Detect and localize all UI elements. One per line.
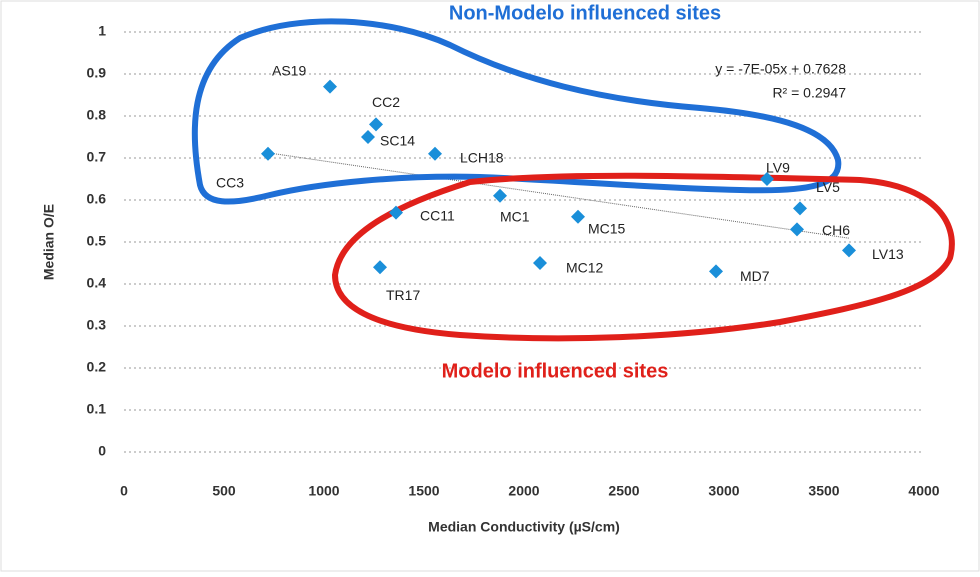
y-tick-label: 0.2 xyxy=(87,359,107,375)
x-tick-label: 500 xyxy=(212,483,236,499)
point-label: CH6 xyxy=(822,222,850,238)
point xyxy=(571,209,585,224)
point xyxy=(361,130,375,144)
point xyxy=(373,260,387,275)
point xyxy=(428,146,442,161)
point-label: SC14 xyxy=(380,133,415,149)
point xyxy=(790,222,804,237)
point xyxy=(493,188,507,203)
trendline-equation: y = -7E-05x + 0.7628 xyxy=(715,61,846,77)
point-label: LV13 xyxy=(872,246,904,262)
y-axis-title: Median O/E xyxy=(41,204,57,280)
y-tick-label: 0 xyxy=(98,443,106,459)
y-tick-label: 1 xyxy=(98,23,106,39)
point-label: MC1 xyxy=(500,209,530,225)
x-tick-label: 3500 xyxy=(808,483,839,499)
point-label: MC12 xyxy=(566,260,604,276)
point xyxy=(261,146,275,161)
x-tick-label: 1000 xyxy=(308,483,339,499)
y-tick-label: 0.5 xyxy=(87,233,107,249)
annotation: Non-Modelo influenced sites xyxy=(449,2,721,24)
point-label: LCH18 xyxy=(460,150,504,166)
point-label: CC3 xyxy=(216,175,244,191)
point-label: AS19 xyxy=(272,62,306,78)
x-axis-title: Median Conductivity (µS/cm) xyxy=(428,519,620,535)
y-tick-label: 0.6 xyxy=(87,191,107,207)
point xyxy=(793,201,807,216)
point xyxy=(323,79,337,94)
point xyxy=(533,256,547,270)
point-label: MD7 xyxy=(740,268,770,284)
y-tick-label: 0.3 xyxy=(87,317,107,333)
point xyxy=(389,205,403,220)
y-tick-label: 0.9 xyxy=(87,65,107,81)
x-tick-label: 0 xyxy=(120,483,128,499)
point-label: TR17 xyxy=(386,287,420,303)
x-tick-label: 3000 xyxy=(708,483,739,499)
y-tick-label: 0.7 xyxy=(87,149,107,165)
x-tick-label: 2000 xyxy=(508,483,539,499)
red-loop xyxy=(331,172,955,342)
blue-loop xyxy=(191,18,842,205)
y-tick-label: 0.4 xyxy=(87,275,107,291)
y-tick-label: 0.1 xyxy=(87,401,107,417)
x-tick-label: 1500 xyxy=(408,483,439,499)
annotation: Modelo influenced sites xyxy=(442,360,669,382)
point-label: LV5 xyxy=(816,179,840,195)
x-tick-label: 2500 xyxy=(608,483,639,499)
point-label: MC15 xyxy=(588,221,626,237)
point-label: CC11 xyxy=(420,207,455,223)
trendline-r2: R² = 0.2947 xyxy=(772,85,846,101)
point xyxy=(760,172,774,186)
y-tick-label: 0.8 xyxy=(87,107,107,123)
point xyxy=(369,117,383,132)
point xyxy=(842,243,856,258)
point xyxy=(709,264,723,279)
point-label: CC2 xyxy=(372,94,400,110)
x-tick-label: 4000 xyxy=(908,483,939,499)
point-label: LV9 xyxy=(766,160,790,176)
